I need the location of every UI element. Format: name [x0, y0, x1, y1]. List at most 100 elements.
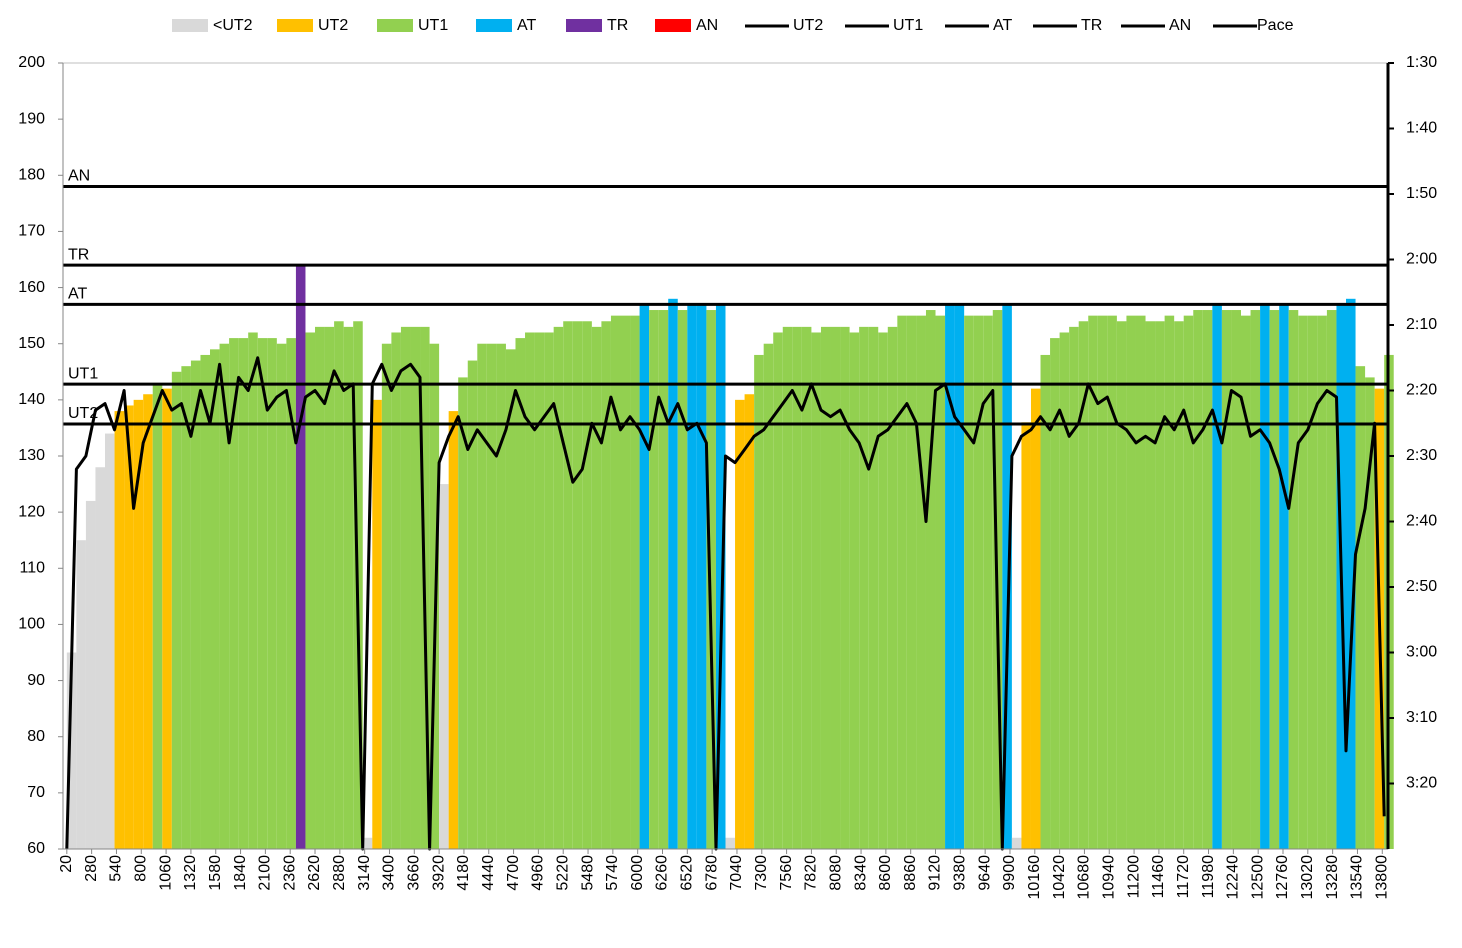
- hr-bar: [200, 354, 211, 849]
- hr-bar: [219, 343, 230, 849]
- hr-bar: [229, 338, 239, 849]
- y-tick-label: 190: [18, 110, 45, 127]
- hr-bar: [735, 399, 745, 849]
- hr-bar: [76, 540, 86, 849]
- hr-bar: [525, 332, 535, 849]
- x-tick-label: 540: [108, 855, 125, 882]
- hr-bar: [1279, 304, 1289, 849]
- hr-bar: [649, 310, 659, 849]
- y-tick-label: 140: [18, 391, 45, 408]
- y-tick-label: 180: [18, 167, 45, 184]
- legend-label: AT: [517, 17, 536, 34]
- hr-bar: [706, 310, 716, 849]
- hr-bar: [1326, 310, 1337, 849]
- hr-bar: [1307, 315, 1318, 850]
- x-tick-label: 12760: [1274, 855, 1291, 900]
- hr-bar: [286, 338, 296, 849]
- x-tick-label: 10160: [1026, 855, 1043, 900]
- hr-bar: [1126, 315, 1136, 850]
- hr-bar: [1088, 315, 1098, 850]
- x-tick-label: 9640: [976, 855, 993, 891]
- hr-bar: [773, 332, 783, 849]
- hr-bar: [315, 326, 325, 849]
- y-tick-label: 80: [27, 728, 45, 745]
- threshold-label: AT: [68, 286, 87, 303]
- hr-bar: [658, 310, 669, 849]
- y-tick-label: 150: [18, 335, 45, 352]
- hr-bar: [840, 326, 850, 849]
- hr-bar: [66, 652, 77, 849]
- hr-bar: [696, 304, 707, 849]
- y2-tick-label: 3:00: [1406, 644, 1437, 661]
- hr-bar: [372, 399, 382, 849]
- y-tick-label: 160: [18, 279, 45, 296]
- hr-bar: [677, 310, 688, 849]
- hr-bar: [1212, 304, 1222, 849]
- hr-bar: [295, 265, 306, 850]
- hr-bar: [687, 304, 697, 849]
- x-tick-label: 2620: [306, 855, 323, 891]
- hr-bar: [496, 343, 506, 849]
- hr-bar: [1021, 422, 1031, 849]
- y2-tick-label: 2:10: [1406, 316, 1437, 333]
- y-tick-label: 130: [18, 447, 45, 464]
- hr-bar: [1078, 321, 1089, 849]
- x-tick-label: 2880: [331, 855, 348, 891]
- legend-label: TR: [607, 17, 628, 34]
- hr-bar: [181, 366, 191, 849]
- hr-bar: [582, 321, 592, 849]
- x-tick-label: 7820: [803, 855, 820, 891]
- hr-bar: [448, 411, 459, 849]
- hr-bar: [1107, 315, 1117, 850]
- x-tick-label: 12240: [1225, 855, 1242, 900]
- x-tick-label: 13020: [1299, 855, 1316, 900]
- legend-label: Pace: [1257, 17, 1294, 34]
- x-tick-label: 4440: [480, 855, 497, 891]
- x-tick-label: 6260: [654, 855, 671, 891]
- hr-bar: [477, 343, 487, 849]
- x-tick-label: 9380: [952, 855, 969, 891]
- legend-label: AN: [1169, 17, 1191, 34]
- y-tick-label: 170: [18, 223, 45, 240]
- hr-bar: [1050, 338, 1060, 849]
- x-tick-label: 2360: [281, 855, 298, 891]
- hr-bar: [878, 332, 888, 849]
- legend-swatch: [172, 19, 208, 32]
- hr-bar: [763, 343, 774, 849]
- hr-bar: [486, 343, 497, 849]
- hr-bar: [1069, 326, 1079, 849]
- plot-area: UT2 UT1 AT TR AN 60 70 80 90 100 110 120 130 140 150 16…: [18, 54, 1437, 899]
- legend-swatch: [377, 19, 413, 32]
- hr-bar: [1002, 304, 1012, 849]
- hr-bar: [391, 332, 401, 849]
- hr-bar: [849, 332, 860, 849]
- y2-tick-label: 2:30: [1406, 447, 1437, 464]
- hr-bar: [1260, 304, 1270, 849]
- hr-bar: [343, 326, 354, 849]
- hr-bar: [238, 338, 249, 849]
- hr-bar: [610, 315, 621, 850]
- hr-bar: [601, 321, 611, 849]
- hr-bar: [1040, 354, 1051, 849]
- y2-tick-label: 1:40: [1406, 120, 1437, 137]
- x-tick-label: 4180: [455, 855, 472, 891]
- hr-bar: [362, 837, 373, 849]
- hr-bar: [305, 332, 316, 849]
- legend-swatch: [566, 19, 602, 32]
- x-tick-label: 10420: [1051, 855, 1068, 900]
- x-tick-label: 1580: [207, 855, 224, 891]
- hr-bar: [725, 837, 736, 849]
- hr-bar: [859, 326, 869, 849]
- hr-bar: [1174, 321, 1184, 849]
- hr-bar: [1365, 377, 1375, 849]
- hr-bar: [114, 411, 125, 849]
- hr-bar: [544, 332, 554, 849]
- hr-bar: [801, 326, 812, 849]
- legend-swatch: [476, 19, 512, 32]
- hr-bar: [505, 349, 516, 849]
- hr-bar: [410, 326, 421, 849]
- hr-bar: [439, 484, 449, 849]
- y2-tick-label: 2:00: [1406, 251, 1437, 268]
- y2-tick-label: 1:30: [1406, 54, 1437, 71]
